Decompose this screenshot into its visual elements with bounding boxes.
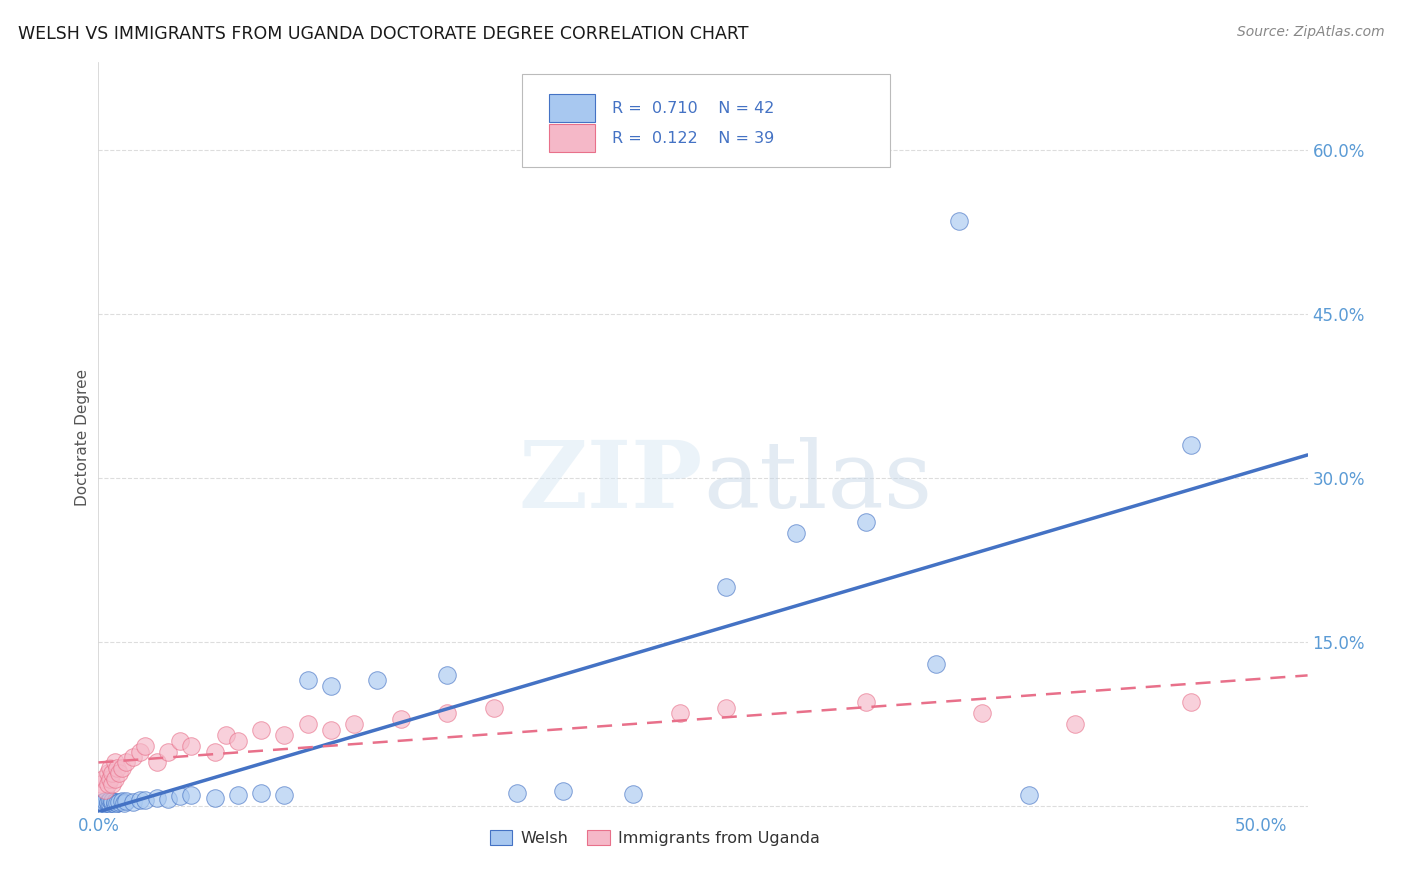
Point bbox=[855, 695, 877, 709]
Point bbox=[970, 706, 993, 721]
Point bbox=[1064, 717, 1087, 731]
Point bbox=[215, 728, 238, 742]
Point bbox=[621, 787, 644, 801]
Point bbox=[297, 717, 319, 731]
Point bbox=[436, 706, 458, 721]
Text: R =  0.710    N = 42: R = 0.710 N = 42 bbox=[613, 101, 775, 116]
Point bbox=[101, 794, 124, 808]
Point bbox=[104, 797, 127, 811]
Point bbox=[319, 723, 342, 737]
Point bbox=[97, 777, 120, 791]
Bar bbox=[550, 94, 595, 122]
Point bbox=[101, 796, 124, 810]
Text: Source: ZipAtlas.com: Source: ZipAtlas.com bbox=[1237, 25, 1385, 39]
Text: R =  0.122    N = 39: R = 0.122 N = 39 bbox=[613, 130, 775, 145]
Point bbox=[226, 733, 249, 747]
Point bbox=[226, 789, 249, 803]
Point bbox=[157, 791, 180, 805]
Text: ZIP: ZIP bbox=[519, 437, 703, 527]
Point bbox=[129, 793, 152, 807]
Point bbox=[98, 772, 121, 786]
Point bbox=[101, 777, 124, 791]
Point bbox=[98, 797, 121, 811]
Point bbox=[250, 723, 273, 737]
Point bbox=[506, 786, 529, 800]
Point bbox=[94, 794, 117, 808]
Point bbox=[1180, 438, 1202, 452]
Point bbox=[104, 795, 127, 809]
Point bbox=[108, 795, 131, 809]
Point bbox=[90, 777, 112, 791]
Point bbox=[105, 796, 128, 810]
Point bbox=[169, 789, 191, 804]
Point bbox=[105, 761, 128, 775]
Point bbox=[145, 756, 167, 770]
Point bbox=[90, 797, 112, 811]
Point bbox=[319, 679, 342, 693]
Point bbox=[157, 745, 180, 759]
Point bbox=[98, 793, 121, 807]
Point bbox=[122, 750, 145, 764]
Point bbox=[98, 761, 121, 775]
Point bbox=[97, 795, 120, 809]
FancyBboxPatch shape bbox=[522, 74, 890, 168]
Point bbox=[111, 794, 134, 808]
Point bbox=[134, 739, 156, 753]
Point bbox=[97, 766, 120, 780]
Point bbox=[94, 782, 117, 797]
Point bbox=[436, 668, 458, 682]
Point bbox=[169, 733, 191, 747]
Point bbox=[273, 789, 295, 803]
Point bbox=[94, 797, 117, 811]
Point bbox=[343, 717, 366, 731]
Text: WELSH VS IMMIGRANTS FROM UGANDA DOCTORATE DEGREE CORRELATION CHART: WELSH VS IMMIGRANTS FROM UGANDA DOCTORAT… bbox=[18, 25, 749, 43]
Point bbox=[108, 766, 131, 780]
Point bbox=[115, 794, 138, 808]
Point bbox=[366, 673, 388, 688]
Point bbox=[180, 789, 202, 803]
Point bbox=[129, 745, 152, 759]
Point bbox=[204, 745, 226, 759]
Point bbox=[1180, 695, 1202, 709]
Point bbox=[482, 701, 505, 715]
Point bbox=[111, 761, 134, 775]
Text: atlas: atlas bbox=[703, 437, 932, 527]
Point bbox=[91, 796, 114, 810]
Point bbox=[101, 766, 124, 780]
Point bbox=[716, 701, 738, 715]
Point bbox=[204, 790, 226, 805]
Point bbox=[297, 673, 319, 688]
Point bbox=[553, 784, 575, 798]
Point bbox=[389, 712, 412, 726]
Point bbox=[134, 793, 156, 807]
Point bbox=[91, 772, 114, 786]
Point bbox=[104, 756, 127, 770]
Bar bbox=[550, 124, 595, 153]
Point bbox=[785, 525, 807, 540]
Point bbox=[948, 214, 970, 228]
Point bbox=[91, 795, 114, 809]
Point bbox=[104, 772, 127, 786]
Point bbox=[115, 756, 138, 770]
Point bbox=[1018, 789, 1040, 803]
Y-axis label: Doctorate Degree: Doctorate Degree bbox=[75, 368, 90, 506]
Point bbox=[122, 795, 145, 809]
Point bbox=[250, 786, 273, 800]
Point bbox=[855, 515, 877, 529]
Point bbox=[716, 581, 738, 595]
Point bbox=[273, 728, 295, 742]
Point bbox=[112, 796, 135, 810]
Legend: Welsh, Immigrants from Uganda: Welsh, Immigrants from Uganda bbox=[484, 823, 825, 853]
Point bbox=[180, 739, 202, 753]
Point bbox=[97, 796, 120, 810]
Point bbox=[668, 706, 690, 721]
Point bbox=[924, 657, 946, 671]
Point bbox=[145, 790, 167, 805]
